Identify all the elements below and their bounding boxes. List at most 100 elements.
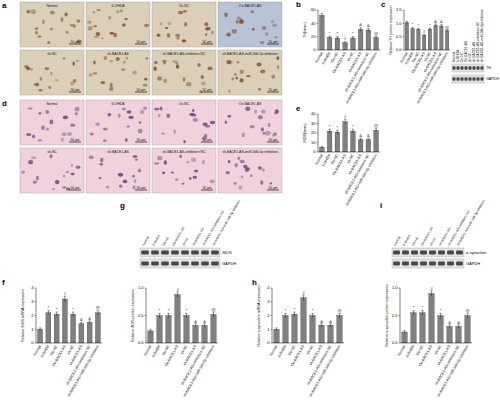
cell	[70, 24, 74, 27]
cell	[95, 122, 99, 125]
bar	[319, 325, 324, 343]
y-axis	[400, 288, 401, 343]
y-tick-label: 1	[267, 327, 270, 332]
annotation: *	[168, 308, 170, 313]
error-stem	[337, 37, 338, 40]
bar	[327, 131, 332, 152]
lane-label: sh-BACE1-AS+miR-34b-5p inhibitors	[456, 199, 486, 247]
error-bar	[336, 37, 338, 40]
band	[452, 66, 455, 70]
bar	[283, 316, 288, 344]
cell	[116, 10, 119, 13]
error-stem	[73, 312, 74, 316]
cell	[96, 32, 101, 36]
cell	[76, 60, 80, 62]
cell	[250, 11, 254, 13]
lane-label: Normal	[393, 235, 402, 246]
scale-bar	[201, 92, 213, 93]
cell	[271, 20, 274, 23]
bar	[184, 316, 189, 344]
cell	[61, 138, 64, 142]
cell	[26, 133, 31, 136]
cell	[35, 27, 38, 29]
cell	[227, 32, 231, 37]
cell	[257, 63, 262, 67]
bar	[327, 37, 332, 50]
cell	[138, 168, 140, 172]
cell	[258, 166, 262, 170]
image-caption: sh-BACE1-AS	[107, 150, 129, 154]
y-tick	[317, 23, 319, 24]
micrograph	[20, 148, 84, 193]
y-tick	[317, 36, 319, 37]
cell	[225, 171, 230, 174]
bar	[405, 23, 408, 50]
annotation: *	[352, 124, 354, 129]
annotation: #	[423, 29, 426, 34]
annotation: @	[445, 25, 449, 30]
error-stem	[168, 313, 169, 317]
y-tick-label: 1	[31, 327, 34, 332]
cell	[123, 180, 127, 184]
error-stem	[321, 146, 322, 148]
scale-bar-label: 50 μm	[268, 88, 277, 92]
y-tick	[145, 343, 147, 344]
cell	[143, 107, 147, 111]
annotation: *	[159, 308, 161, 313]
error-bar	[55, 312, 57, 316]
cell	[128, 116, 134, 119]
error-stem	[294, 312, 295, 316]
y-tick	[317, 114, 319, 115]
band	[468, 66, 471, 70]
cell	[44, 67, 49, 70]
y-tick	[271, 315, 273, 316]
error-cap	[275, 327, 277, 328]
cell	[88, 26, 93, 30]
cell	[252, 28, 255, 31]
bar	[366, 140, 371, 152]
bar	[417, 29, 420, 50]
micrograph	[218, 2, 282, 47]
y-tick-label: 0.0	[138, 340, 144, 345]
annotation: &	[434, 19, 437, 24]
panel-letter: a	[2, 1, 7, 10]
annotation: *	[294, 307, 296, 312]
x-tick-label: 6-OHDA	[321, 153, 332, 167]
cell	[176, 64, 179, 69]
scale-bar-label: 50 μm	[268, 138, 277, 142]
x-tick-label: Oe-BACE1-AS	[164, 344, 180, 367]
image-caption: sh-NC	[47, 52, 57, 56]
panel-letter: f	[2, 278, 5, 287]
figure: abcdefghiNormal50 μm6-OHDA50 μmOe-NC50 μ…	[0, 0, 500, 408]
error-bar	[359, 138, 361, 141]
cell	[228, 61, 233, 65]
y-tick-label: 0	[313, 149, 316, 154]
cell	[178, 11, 184, 15]
cell	[225, 120, 227, 124]
error-stem	[177, 292, 178, 298]
error-bar	[194, 324, 196, 327]
band	[464, 66, 467, 70]
band	[171, 251, 179, 255]
annotation: *	[337, 31, 339, 36]
cell	[89, 73, 93, 77]
annotation: *	[337, 125, 339, 130]
y-tick	[403, 10, 405, 11]
annotation: &	[440, 19, 443, 24]
cell	[254, 109, 257, 113]
error-cap	[406, 21, 408, 22]
cell	[239, 70, 244, 74]
cell	[154, 163, 159, 165]
cell	[265, 32, 268, 36]
y-tick	[271, 343, 273, 344]
bar	[351, 131, 356, 152]
y-tick	[35, 315, 37, 316]
cell	[246, 167, 250, 169]
bar	[148, 331, 153, 343]
x-tick-label: 6-OHDA	[321, 51, 332, 65]
cell	[47, 41, 50, 44]
scale-bar	[135, 44, 147, 45]
bar	[456, 327, 461, 344]
bar	[366, 30, 371, 50]
band	[411, 251, 418, 255]
